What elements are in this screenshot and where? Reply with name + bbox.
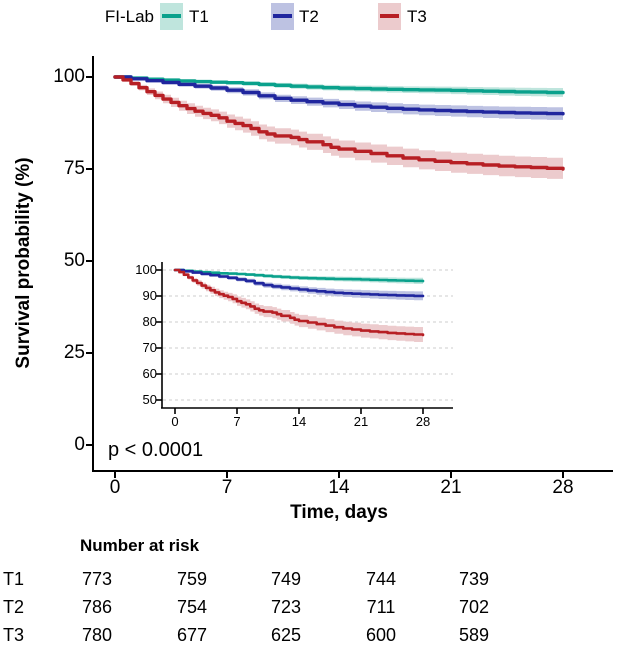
inset-x-tick-label: 7 xyxy=(233,414,241,429)
risk-value: 780 xyxy=(81,625,113,645)
legend-label-t3: T3 xyxy=(407,7,427,26)
y-tick-label: 50 xyxy=(63,250,85,271)
x-tick-label: 14 xyxy=(328,477,350,498)
risk-value: 677 xyxy=(176,625,208,645)
risk-value: 625 xyxy=(270,625,302,645)
inset-y-tick-label: 60 xyxy=(142,366,157,381)
inset-x-tick-label: 28 xyxy=(415,414,431,429)
legend-line-t3 xyxy=(380,14,399,18)
main-panel-axes xyxy=(86,56,613,478)
risk-value: 711 xyxy=(366,597,396,617)
survival-curve-t2-inset xyxy=(173,268,425,298)
legend-label-t2: T2 xyxy=(299,7,319,26)
y-axis-title: Survival probability (%) xyxy=(13,157,34,369)
risk-value: 773 xyxy=(81,569,113,589)
x-tick-label: 21 xyxy=(440,477,462,498)
inset-y-tick-label: 80 xyxy=(142,314,157,329)
risk-value: 702 xyxy=(458,597,490,617)
risk-value: 749 xyxy=(270,569,302,589)
confidence-band-t3-main xyxy=(115,76,563,180)
inset-y-tick-label: 100 xyxy=(135,262,157,277)
x-tick-label: 28 xyxy=(552,477,574,498)
x-tick-label: 0 xyxy=(109,477,121,498)
survival-curve-t1-main xyxy=(113,75,565,95)
risk-row-label: T1 xyxy=(3,569,25,589)
inset-x-tick-label: 14 xyxy=(291,414,307,429)
x-axis-title: Time, days xyxy=(290,502,388,523)
inset-x-tick-label: 21 xyxy=(353,414,369,429)
survival-curve-t3-main xyxy=(113,75,565,171)
risk-row-label: T3 xyxy=(3,625,25,645)
risk-table-title: Number at risk xyxy=(80,536,200,555)
y-tick-label: 0 xyxy=(74,434,85,455)
p-value-label: p < 0.0001 xyxy=(108,439,204,461)
legend-key-t1 xyxy=(160,3,183,30)
survival-curve-t2-main xyxy=(113,75,565,116)
legend-label-t1: T1 xyxy=(189,7,209,26)
survival-curve-t1-inset xyxy=(173,268,425,283)
risk-value: 589 xyxy=(458,625,490,645)
inset-x-tick-label: 0 xyxy=(171,414,179,429)
risk-value: 600 xyxy=(365,625,397,645)
legend-line-t2 xyxy=(273,14,292,18)
inset-y-tick-label: 90 xyxy=(142,288,157,303)
risk-value: 744 xyxy=(365,569,397,589)
legend-key-t2 xyxy=(271,3,294,30)
inset-y-tick-label: 50 xyxy=(142,392,157,407)
confidence-band-t3-inset xyxy=(175,269,423,343)
risk-value: 786 xyxy=(81,597,113,617)
legend-key-t3 xyxy=(378,3,401,30)
inset-y-tick-label: 70 xyxy=(142,340,157,355)
risk-value: 759 xyxy=(176,569,208,589)
y-tick-label: 100 xyxy=(53,66,85,87)
risk-value: 723 xyxy=(270,597,302,617)
y-tick-label: 75 xyxy=(63,158,85,179)
x-tick-label: 7 xyxy=(221,477,233,498)
risk-row-label: T2 xyxy=(3,597,25,617)
risk-value: 739 xyxy=(458,569,490,589)
inset-panel-axes xyxy=(156,262,453,414)
legend-title: FI-Lab xyxy=(104,7,154,26)
legend-line-t1 xyxy=(162,14,181,18)
risk-value: 754 xyxy=(176,597,208,617)
y-tick-label: 25 xyxy=(63,342,85,363)
survival-curve-t3-inset xyxy=(173,268,425,337)
